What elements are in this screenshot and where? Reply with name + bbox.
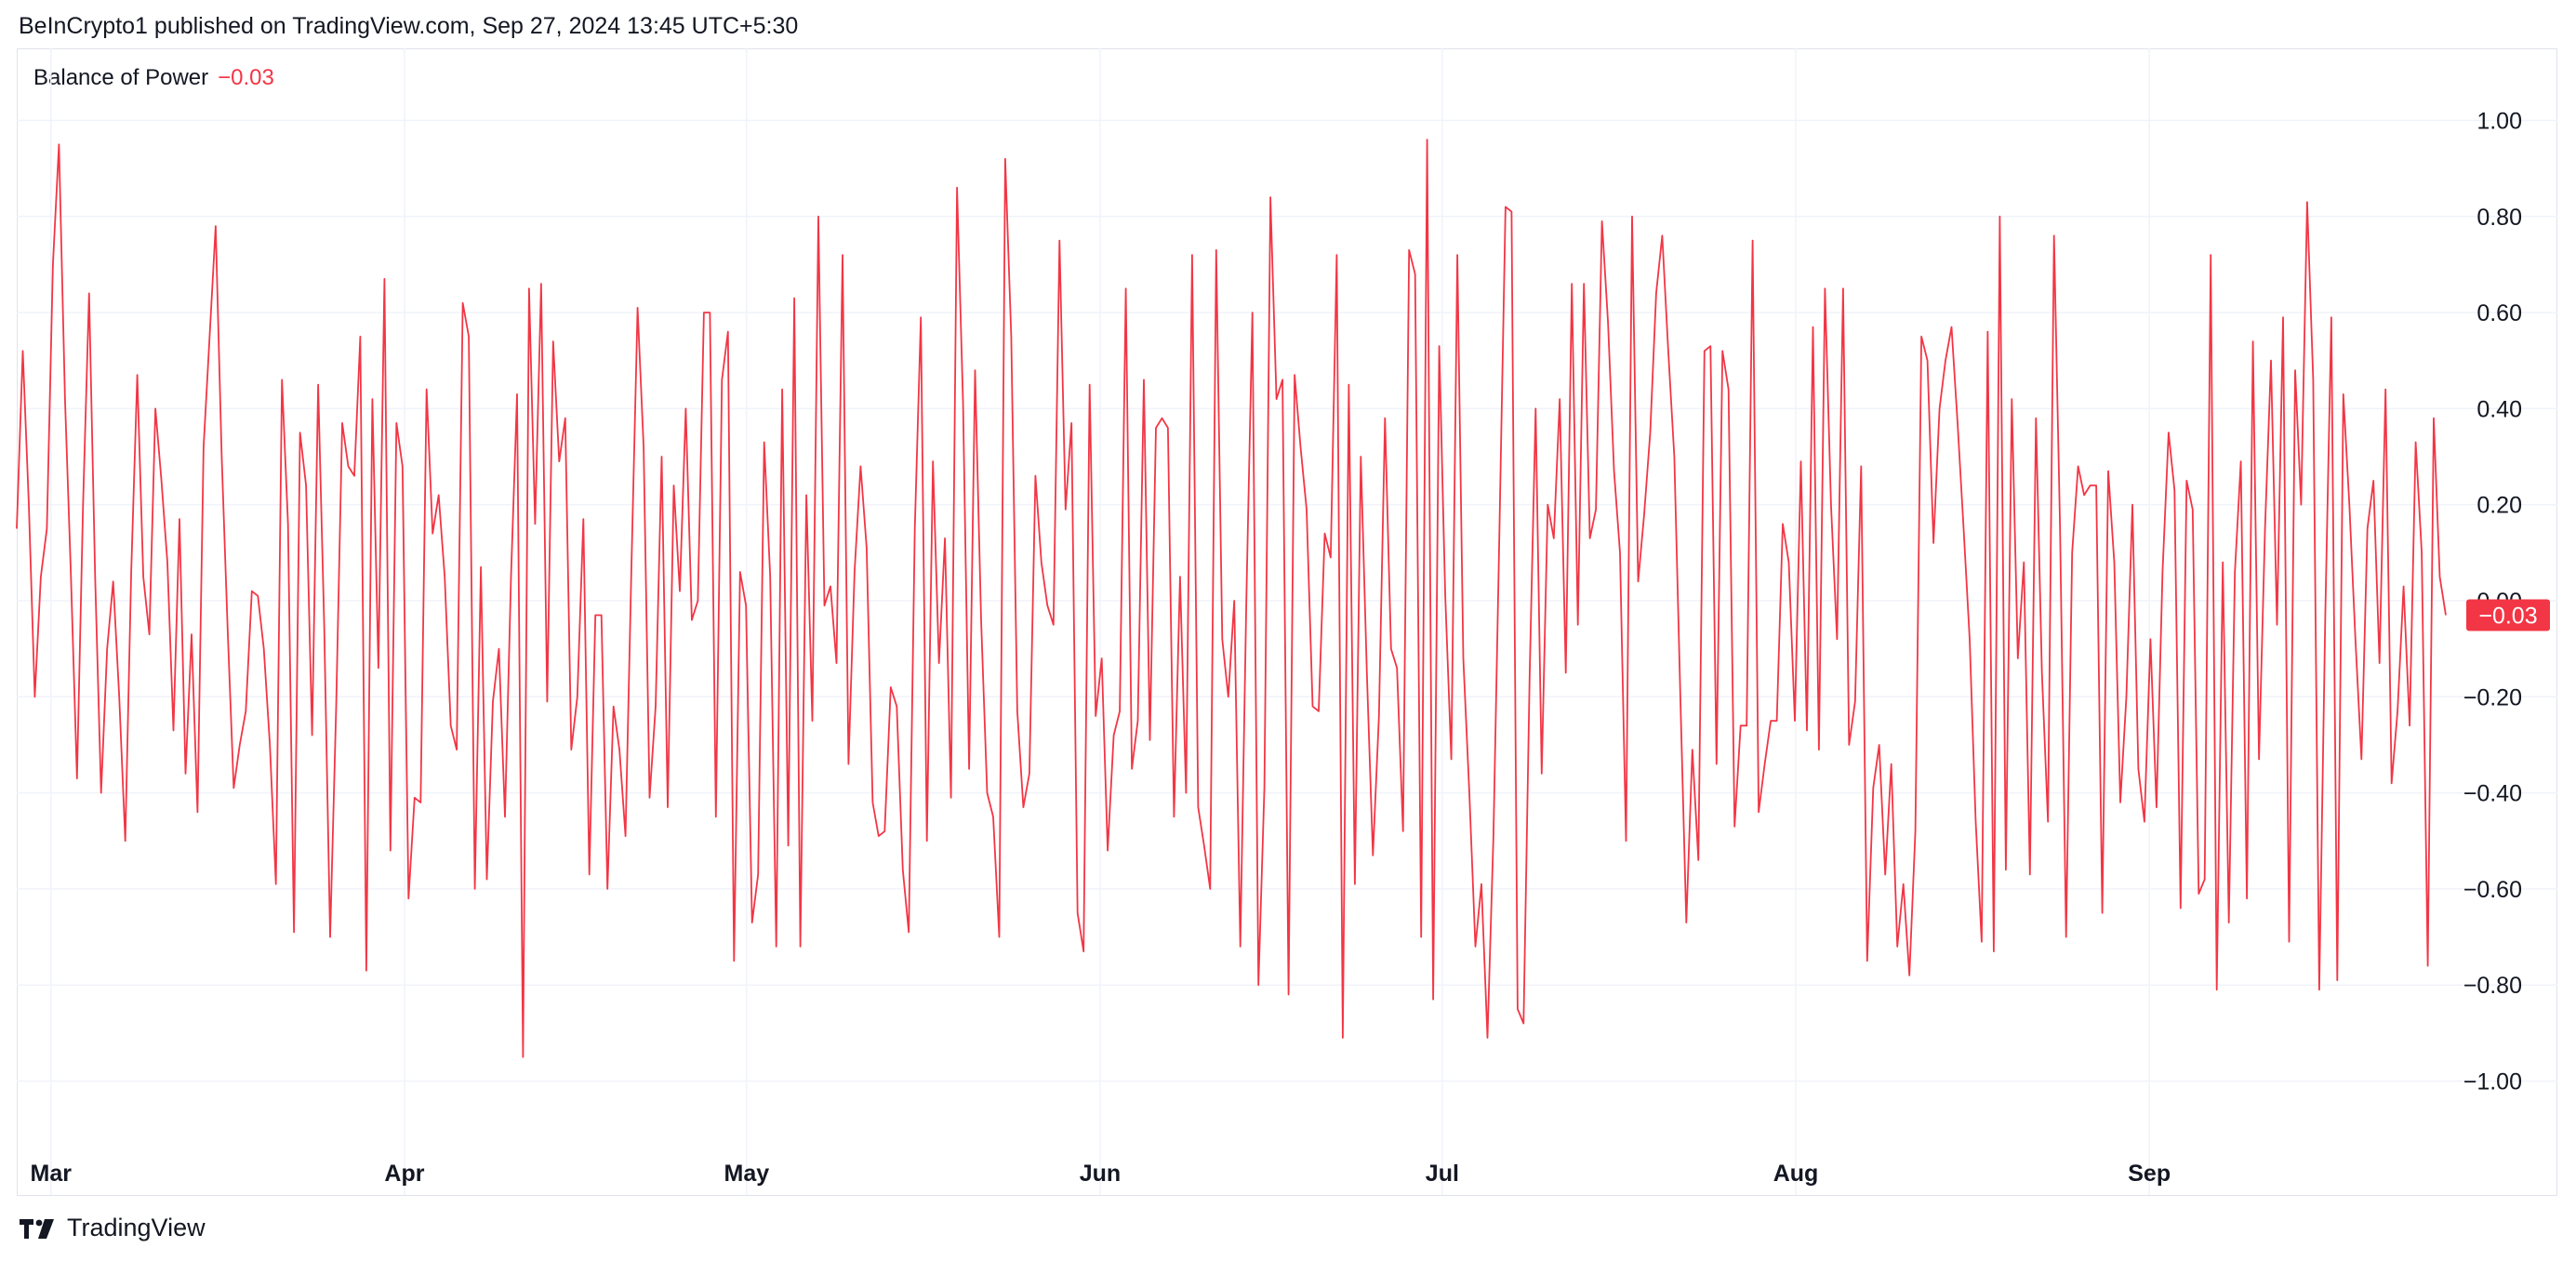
x-axis[interactable]: Mar Apr May Jun Jul Aug Sep (31, 1161, 2171, 1187)
last-value-label: −0.03 (2478, 603, 2537, 629)
y-tick-label: 0.60 (2476, 300, 2522, 326)
y-tick-label: −0.40 (2463, 781, 2522, 807)
bop-line (16, 139, 2447, 1058)
y-tick-label: 0.80 (2476, 205, 2522, 231)
series (16, 139, 2447, 1058)
x-tick-label: Apr (384, 1161, 424, 1187)
y-tick-label: −0.80 (2463, 973, 2522, 999)
x-tick-label: Sep (2128, 1161, 2171, 1187)
y-tick-label: 0.20 (2476, 493, 2522, 519)
x-tick-label: Aug (1773, 1161, 1819, 1187)
chart-pane[interactable] (17, 48, 2557, 1196)
indicator-value: −0.03 (218, 65, 274, 90)
indicator-name: Balance of Power (33, 65, 209, 90)
tradingview-logo-icon (20, 1218, 54, 1239)
tradingview-footer[interactable]: TradingView (19, 1214, 206, 1242)
x-tick-label: Mar (31, 1161, 73, 1187)
x-tick-label: May (724, 1161, 770, 1187)
y-tick-label: −0.20 (2463, 684, 2522, 710)
last-value-badge (2466, 599, 2550, 631)
x-tick-label: Jun (1080, 1161, 1121, 1187)
publish-info: BeInCrypto1 published on TradingView.com… (19, 13, 799, 39)
y-tick-label: −0.60 (2463, 877, 2522, 903)
y-tick-label: −1.00 (2463, 1069, 2522, 1095)
brand-name: TradingView (67, 1214, 206, 1241)
last-value-marker: −0.03 (2466, 599, 2550, 631)
indicator-legend[interactable]: Balance of Power −0.03 (33, 65, 274, 91)
x-tick-label: Jul (1426, 1161, 1459, 1187)
y-tick-label: 0.40 (2476, 396, 2522, 422)
y-tick-label: 1.00 (2476, 108, 2522, 134)
